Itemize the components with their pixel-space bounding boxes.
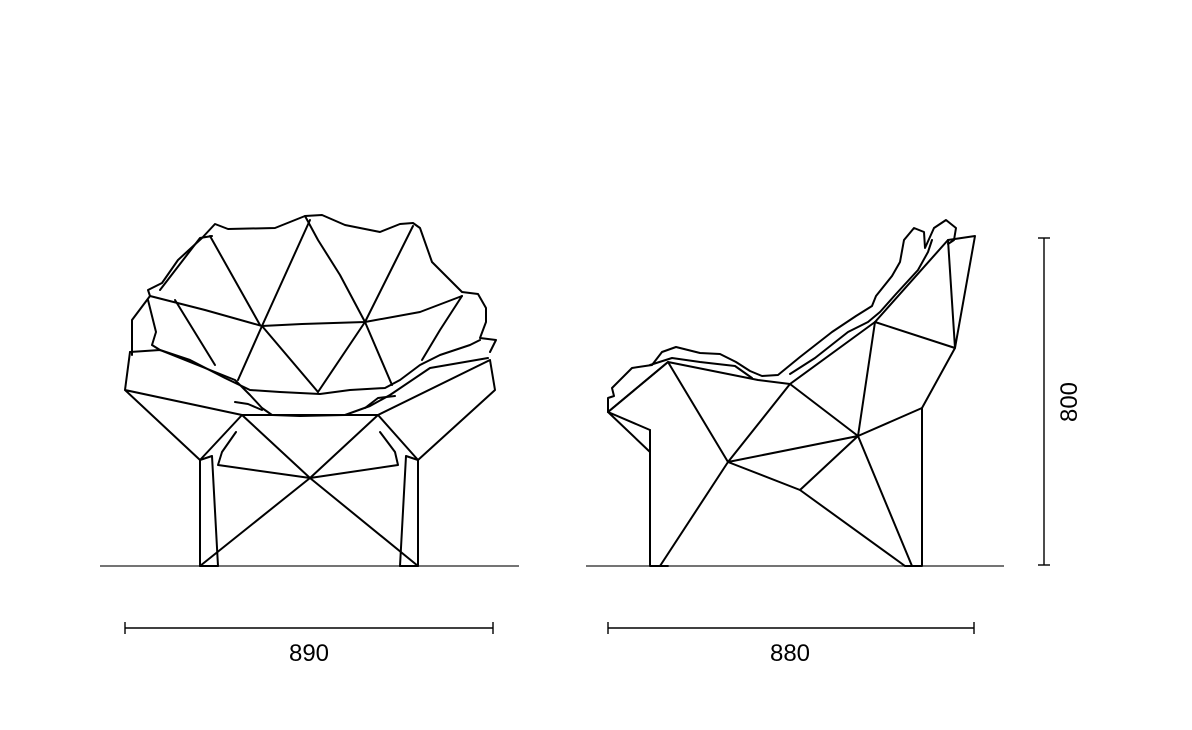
front-quilt-g [261, 325, 319, 393]
front-shell-inner-rim [159, 235, 213, 291]
front-base-diag-right [199, 414, 379, 567]
front-quilt-a [149, 295, 463, 327]
side-back-shell [874, 235, 976, 567]
front-view [100, 214, 519, 567]
side-view [586, 219, 1004, 567]
front-cushion-lip [234, 395, 396, 411]
side-upholstery-outline [607, 219, 957, 413]
side-depth-label: 880 [770, 640, 810, 667]
front-base-leg-left [199, 455, 219, 567]
front-quilt-b [209, 235, 261, 326]
front-quilt-j [174, 299, 216, 366]
front-quilt-i [364, 321, 393, 386]
dimension-front-width: 890 [124, 622, 494, 667]
side-back-facets [857, 239, 956, 437]
dimension-height: 800 [1038, 237, 1083, 566]
side-base-right [799, 435, 913, 567]
front-quilt-h [317, 321, 366, 393]
front-shell-left-fold [147, 299, 481, 395]
side-base-left [649, 429, 729, 567]
front-quilt-d [261, 219, 311, 327]
front-shell-outline [131, 214, 497, 356]
front-width-label: 890 [289, 640, 329, 667]
front-quilt-f [237, 325, 263, 381]
front-base-band [217, 431, 399, 479]
side-seat-facets [607, 361, 859, 491]
front-base-leg-right [399, 455, 419, 567]
front-cushion-edge [129, 349, 489, 417]
front-quilt-e [364, 225, 414, 323]
front-quilt-k [421, 295, 463, 361]
front-base-diag-left [241, 414, 419, 567]
side-upholstery-inner [649, 239, 933, 379]
front-quilt-c [304, 215, 366, 323]
dimension-side-depth: 880 [607, 622, 975, 667]
side-seat-front [607, 321, 876, 413]
height-label: 800 [1056, 382, 1083, 422]
